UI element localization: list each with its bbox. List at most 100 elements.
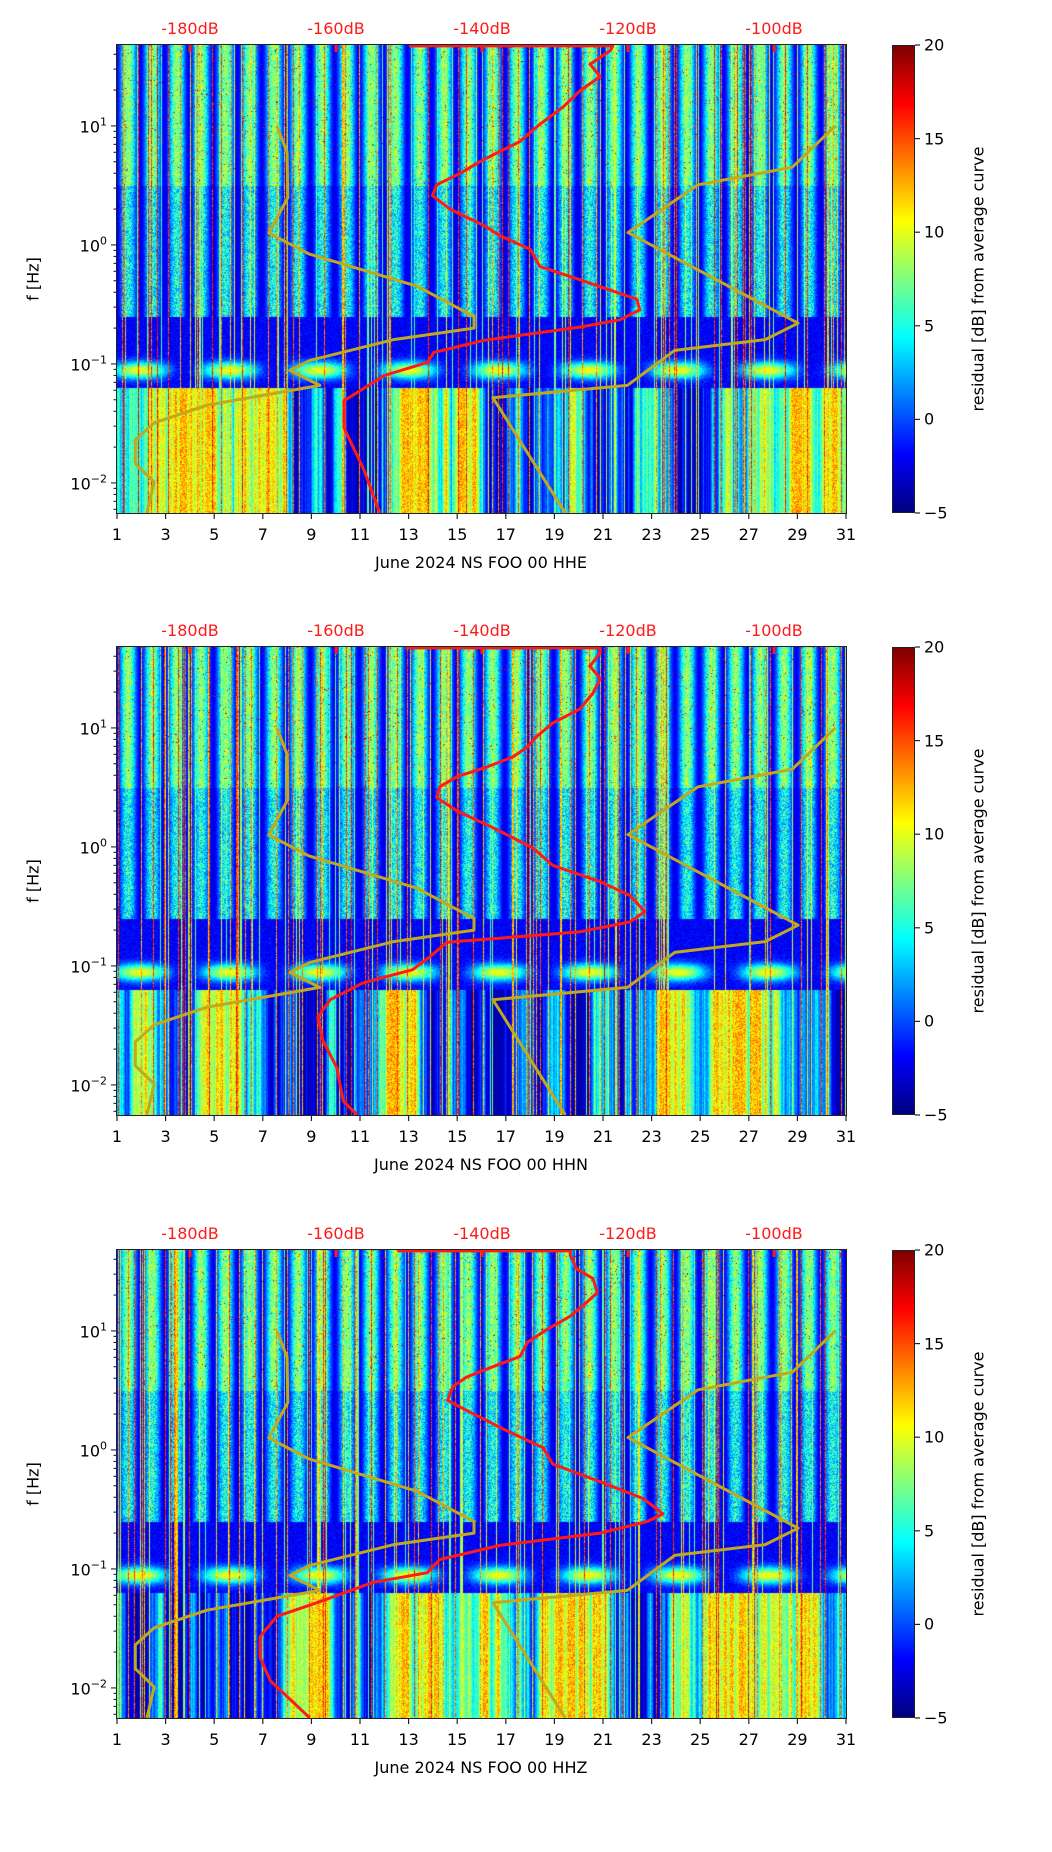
spectrogram-heatmap [117, 1250, 846, 1718]
x-tick-label: 3 [160, 525, 171, 544]
db-tick-label: -140dB [453, 621, 511, 640]
x-tick-label: 17 [495, 525, 516, 544]
x-tick-label: 31 [835, 1730, 857, 1749]
y-tick-exponent: 1 [100, 115, 107, 129]
x-tick-label: 5 [209, 525, 220, 544]
y-tick-base: 10 [79, 1322, 100, 1342]
x-tick-label: 1 [111, 525, 123, 544]
y-tick-exponent: 1 [100, 1320, 107, 1334]
y-tick-exponent: −1 [90, 1558, 107, 1572]
y-tick-base: 10 [70, 1076, 91, 1096]
x-tick-label: 19 [544, 1127, 565, 1146]
x-tick-label: 25 [690, 1730, 711, 1749]
y-axis-label: f [Hz] [23, 1462, 43, 1506]
x-tick-label: 3 [160, 1730, 171, 1749]
x-tick-label: 9 [306, 1730, 317, 1749]
colorbar-tick-label: 10 [924, 222, 945, 242]
y-tick-label: 100 [80, 234, 107, 255]
x-tick-label: 7 [257, 1730, 268, 1749]
colorbar-tick-label: 5 [924, 316, 935, 336]
y-tick-label: 10−2 [70, 1074, 107, 1095]
x-tick-label: 31 [835, 1127, 857, 1146]
nlnm-curve [133, 125, 476, 513]
colorbar-tick-label: 15 [924, 1334, 945, 1354]
x-tick-label: 1 [111, 1127, 123, 1146]
colorbar-tick-label: 5 [924, 1521, 935, 1541]
y-tick-label: 10−1 [70, 1558, 107, 1579]
spectrogram-panel-2: -180dB -160dB -140dB -120dB -100dB 1 3 5 7 9 11 13… [0, 621, 1052, 1249]
colorbar [892, 45, 915, 513]
colorbar-label: residual [dB] from average curve [968, 1351, 988, 1617]
colorbar-tick-label: 0 [924, 409, 935, 429]
x-tick-label: 29 [787, 525, 808, 544]
db-tick-label: -140dB [453, 1224, 511, 1243]
y-tick-exponent: −2 [90, 1074, 107, 1088]
x-tick-label: 9 [306, 525, 317, 544]
x-tick-label: 31 [835, 525, 857, 544]
x-tick-label: 23 [641, 525, 662, 544]
average-psd-curve [316, 647, 647, 1115]
x-tick-label: 15 [447, 525, 468, 544]
y-tick-label: 100 [80, 836, 107, 857]
x-tick-label: 25 [690, 525, 711, 544]
x-tick-label: 5 [209, 1730, 220, 1749]
colorbar-tick-label: 20 [924, 1240, 945, 1260]
colorbar [892, 647, 915, 1115]
x-tick-label: 17 [495, 1127, 516, 1146]
db-tick-label: -160dB [307, 621, 365, 640]
x-tick-label: 27 [738, 1127, 759, 1146]
y-tick-base: 10 [70, 957, 91, 977]
x-tick-label: 21 [592, 525, 614, 544]
db-tick-label: -180dB [161, 621, 219, 640]
y-tick-base: 10 [79, 117, 100, 137]
y-tick-label: 10−2 [70, 472, 107, 493]
y-tick-base: 10 [79, 236, 100, 256]
y-tick-exponent: 1 [100, 717, 107, 731]
colorbar-label: residual [dB] from average curve [968, 146, 988, 412]
colorbar-tick-label: 0 [924, 1614, 935, 1634]
x-tick-label: 29 [787, 1730, 808, 1749]
x-tick-label: 17 [495, 1730, 516, 1749]
curves-overlay [111, 44, 920, 519]
y-axis-label: f [Hz] [23, 859, 43, 903]
x-tick-label: 5 [209, 1127, 220, 1146]
colorbar [892, 1250, 915, 1718]
x-axis-label: June 2024 NS FOO 00 HHN [374, 1155, 588, 1174]
y-tick-exponent: 0 [100, 234, 107, 248]
x-tick-label: 27 [738, 525, 759, 544]
x-tick-label: 11 [349, 1730, 371, 1749]
x-tick-label: 19 [544, 525, 565, 544]
spectrogram-heatmap [117, 647, 846, 1115]
colorbar-tick-label: 5 [924, 918, 935, 938]
colorbar-tick-label: 10 [924, 1427, 945, 1447]
y-tick-label: 10−1 [70, 353, 107, 374]
db-tick-label: -120dB [599, 1224, 657, 1243]
y-tick-exponent: 0 [100, 1439, 107, 1453]
spectrogram-panel-1: -180dB -160dB -140dB -120dB -100dB 1 3 5 7 9 11 13… [0, 19, 1052, 647]
x-tick-label: 9 [306, 1127, 317, 1146]
x-tick-label: 7 [257, 1127, 268, 1146]
y-tick-label: 101 [80, 115, 107, 136]
y-tick-base: 10 [79, 1441, 100, 1461]
x-tick-label: 13 [398, 1730, 419, 1749]
x-tick-label: 1 [111, 1730, 123, 1749]
db-tick-label: -120dB [599, 621, 657, 640]
y-tick-exponent: −1 [90, 955, 107, 969]
x-tick-label: 13 [398, 1127, 419, 1146]
nhnm-curve [491, 726, 837, 1115]
average-psd-curve [342, 45, 642, 513]
db-tick-label: -140dB [453, 19, 511, 38]
y-tick-base: 10 [70, 355, 91, 375]
spectrogram-panel-3: -180dB -160dB -140dB -120dB -100dB 1 3 5 7 9 11 13… [0, 1224, 1052, 1852]
y-tick-base: 10 [70, 1679, 91, 1699]
colorbar-tick-label: −5 [924, 503, 948, 523]
x-tick-label: 23 [641, 1127, 662, 1146]
y-tick-base: 10 [79, 838, 100, 858]
colorbar-tick-label: −5 [924, 1105, 948, 1125]
x-tick-label: 23 [641, 1730, 662, 1749]
y-axis-label: f [Hz] [23, 257, 43, 301]
y-tick-label: 10−1 [70, 955, 107, 976]
colorbar-tick-label: 20 [924, 35, 945, 55]
average-psd-curve [258, 1250, 665, 1718]
db-tick-label: -100dB [745, 19, 803, 38]
